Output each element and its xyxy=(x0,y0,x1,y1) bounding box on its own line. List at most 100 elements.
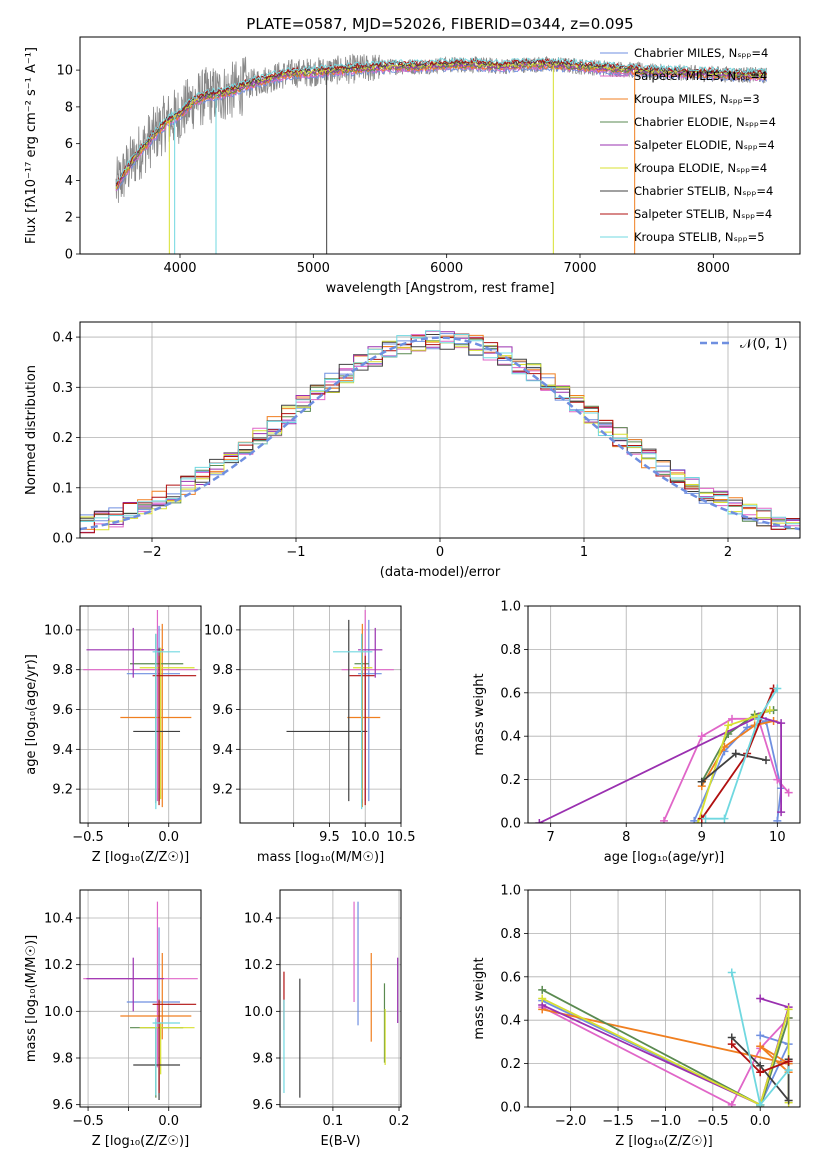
y-tick-label: 10 xyxy=(56,64,73,79)
plot-marks xyxy=(286,609,394,810)
mass-weight-marker xyxy=(697,777,706,786)
mass-weight-marker xyxy=(701,814,710,823)
y-tick-label: 10.4 xyxy=(244,912,273,927)
x-tick-label: −2 xyxy=(142,545,161,560)
mass-weight-marker xyxy=(538,994,547,1003)
error-bar-point xyxy=(152,1018,181,1096)
y-axis-label: mass weight xyxy=(472,673,487,755)
y-tick-label: 9.6 xyxy=(52,1098,73,1113)
y-tick-label: 9.6 xyxy=(52,703,73,718)
mass-weight-marker xyxy=(777,719,786,728)
panel-weight_vs_age: 7 8 9 10 0.0 0.2 0.4 0.6 0.8 1.0 age [log₁₀(age/yr… xyxy=(472,600,801,865)
error-bar-point xyxy=(152,999,197,1093)
y-tick-label: 0.0 xyxy=(500,1101,521,1116)
y-tick-label: 0.2 xyxy=(52,431,73,446)
y-tick-label: 9.8 xyxy=(212,663,233,678)
y-tick-label: 0.6 xyxy=(500,686,521,701)
error-bar-point xyxy=(347,623,381,808)
x-tick-label: 0.0 xyxy=(158,830,179,845)
plot-marks xyxy=(115,53,768,254)
x-tick-label: −1.5 xyxy=(602,1114,634,1129)
axes-border xyxy=(527,889,801,1108)
x-axis-label: Z [log₁₀(Z/Z☉)] xyxy=(615,1134,712,1149)
y-tick-label: 0.4 xyxy=(52,331,73,346)
x-axis-label: wavelength [Angstrom, rest frame] xyxy=(326,281,555,296)
error-bar-point xyxy=(286,619,368,802)
mass-weight-marker xyxy=(720,814,729,823)
x-tick-label: 4000 xyxy=(163,261,196,276)
x-tick-label: 9.5 xyxy=(319,830,340,845)
y-axis-label: Flux [fλ10⁻¹⁷ erg cm⁻² s⁻¹ A⁻¹] xyxy=(24,47,39,244)
x-tick-label: 2 xyxy=(724,545,732,560)
x-tick-label: 0.2 xyxy=(389,1114,410,1129)
y-tick-label: 0.3 xyxy=(52,381,73,396)
error-bar-point xyxy=(120,953,192,1040)
mass-weight-marker xyxy=(535,819,544,823)
error-bar-point xyxy=(139,647,195,800)
y-axis-label: mass [log₁₀(M/M☉)] xyxy=(24,935,39,1062)
legend-entry: Chabrier STELIB, Nₛₚₚ=4 xyxy=(634,184,773,198)
model-spectrum-line xyxy=(115,57,768,182)
x-tick-label: 9 xyxy=(698,830,706,845)
x-tick-label: 6000 xyxy=(430,261,463,276)
mass-weight-marker xyxy=(660,816,668,823)
axes-frame: −2 −1 0 1 2 0.0 0.1 0.2 0.3 0.4 (data-model)/error… xyxy=(24,321,801,580)
mass-weight-marker xyxy=(538,985,547,994)
y-axis-label: age [log₁₀(age/yr)] xyxy=(24,654,39,775)
y-tick-label: 0.0 xyxy=(52,532,73,547)
mass-weight-marker xyxy=(697,732,706,741)
y-tick-label: 9.4 xyxy=(52,743,73,758)
axes-frame: 9.5 10.0 10.5 9.2 9.4 9.6 9.8 10.0 mass [log₁₀(M… xyxy=(204,605,415,865)
axes-border xyxy=(527,605,801,824)
axes-frame: 4000 5000 6000 7000 8000 0 2 4 6 8 10 wavelength [A… xyxy=(24,36,801,296)
plot-marks xyxy=(80,330,800,534)
mass-weight-marker xyxy=(754,714,763,723)
axes-border xyxy=(79,36,801,255)
panel-residuals: −2 −1 0 1 2 0.0 0.1 0.2 0.3 0.4 (data-model)/error… xyxy=(24,321,801,580)
axes-border xyxy=(79,889,202,1108)
plot-marks xyxy=(283,901,399,1098)
y-tick-label: 9.2 xyxy=(212,783,233,798)
y-tick-label: 0.6 xyxy=(500,970,521,985)
mass-weight-line xyxy=(541,999,790,1107)
y-tick-label: 10.0 xyxy=(204,623,233,638)
x-tick-label: 8000 xyxy=(697,261,730,276)
x-tick-label: −1 xyxy=(286,545,305,560)
mass-weight-marker xyxy=(690,816,699,823)
panel-age_vs_mass: 9.5 10.0 10.5 9.2 9.4 9.6 9.8 10.0 mass [log₁₀(M… xyxy=(204,605,415,865)
error-bar-point xyxy=(86,627,164,678)
x-tick-label: −0.5 xyxy=(697,1114,729,1129)
error-bar-point xyxy=(152,633,181,810)
legend-entry: Salpeter ELODIE, Nₛₚₚ=4 xyxy=(634,138,775,152)
panel-mass_vs_EBV: 0.1 0.2 9.6 9.8 10.0 10.2 10.4 E(B-V) xyxy=(244,889,410,1149)
x-axis-label: Z [log₁₀(Z/Z☉)] xyxy=(92,1134,189,1149)
mass-weight-marker xyxy=(756,1068,765,1077)
y-tick-label: 9.4 xyxy=(212,743,233,758)
y-tick-label: 0.2 xyxy=(500,773,521,788)
mass-weight-marker xyxy=(784,1096,793,1105)
y-tick-label: 10.2 xyxy=(244,958,273,973)
panel-spectrum: 4000 5000 6000 7000 8000 0 2 4 6 8 10 wavelength [A… xyxy=(24,36,801,296)
y-tick-label: 0.4 xyxy=(500,730,521,745)
mass-weight-line xyxy=(541,989,790,1107)
x-tick-label: 0.0 xyxy=(750,1114,771,1129)
axes-frame: 0.1 0.2 9.6 9.8 10.0 10.2 10.4 E(B-V) xyxy=(244,889,410,1149)
residual-histogram-step xyxy=(80,330,800,525)
x-tick-label: −0.5 xyxy=(72,830,104,845)
legend-entry: 𝒩(0, 1) xyxy=(740,337,787,352)
legend-entry: Kroupa MILES, Nₛₚₚ=3 xyxy=(634,92,760,106)
axes-border xyxy=(239,605,402,824)
mass-weight-marker xyxy=(784,788,793,797)
x-tick-label: 10 xyxy=(769,830,786,845)
axes-border xyxy=(279,889,402,1108)
mass-weight-marker xyxy=(756,994,765,1003)
y-tick-label: 9.8 xyxy=(52,663,73,678)
mass-weight-marker xyxy=(694,819,702,823)
y-tick-label: 10.0 xyxy=(44,1005,73,1020)
plot-marks xyxy=(83,901,198,1100)
legend-entry: Kroupa STELIB, Nₛₚₚ=5 xyxy=(634,230,765,244)
y-tick-label: 0.1 xyxy=(52,481,73,496)
y-tick-label: 9.8 xyxy=(252,1052,273,1067)
plot-area xyxy=(80,606,201,823)
